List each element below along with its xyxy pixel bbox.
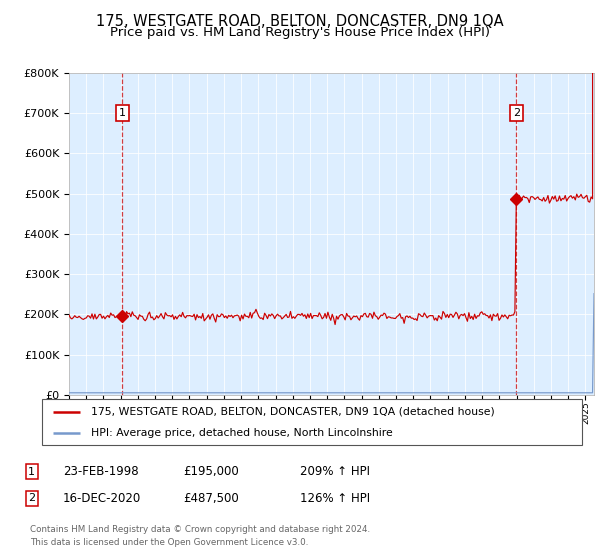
Text: 209% ↑ HPI: 209% ↑ HPI: [300, 465, 370, 478]
Text: 23-FEB-1998: 23-FEB-1998: [63, 465, 139, 478]
Text: Contains HM Land Registry data © Crown copyright and database right 2024.
This d: Contains HM Land Registry data © Crown c…: [30, 525, 370, 547]
Text: 2: 2: [28, 493, 35, 503]
Text: 1: 1: [28, 466, 35, 477]
Text: Price paid vs. HM Land Registry's House Price Index (HPI): Price paid vs. HM Land Registry's House …: [110, 26, 490, 39]
Text: HPI: Average price, detached house, North Lincolnshire: HPI: Average price, detached house, Nort…: [91, 428, 392, 438]
Text: £195,000: £195,000: [183, 465, 239, 478]
Text: 2: 2: [513, 108, 520, 118]
Text: 1: 1: [119, 108, 126, 118]
Text: 175, WESTGATE ROAD, BELTON, DONCASTER, DN9 1QA (detached house): 175, WESTGATE ROAD, BELTON, DONCASTER, D…: [91, 407, 494, 417]
Text: 175, WESTGATE ROAD, BELTON, DONCASTER, DN9 1QA: 175, WESTGATE ROAD, BELTON, DONCASTER, D…: [96, 14, 504, 29]
Text: 126% ↑ HPI: 126% ↑ HPI: [300, 492, 370, 505]
Text: £487,500: £487,500: [183, 492, 239, 505]
Text: 16-DEC-2020: 16-DEC-2020: [63, 492, 141, 505]
